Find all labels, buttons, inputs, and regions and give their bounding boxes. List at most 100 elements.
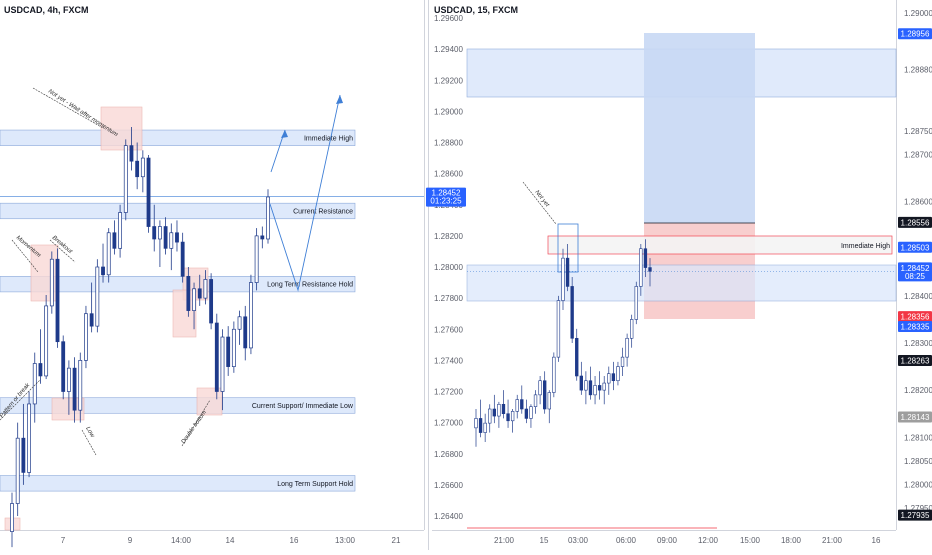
candle-body [157, 226, 162, 240]
right-price-tick: 1.28880 [904, 66, 932, 75]
candle-body [497, 403, 501, 417]
zone-label: Current Resistance [293, 208, 353, 215]
price-tag [898, 28, 932, 40]
candle-body [152, 226, 157, 240]
candle-body [510, 411, 515, 422]
candle-body [620, 356, 625, 367]
candle-body [180, 241, 185, 277]
zone-rect[interactable] [0, 397, 356, 414]
left-price-tick: 1.26400 [434, 512, 463, 521]
candle-body [648, 267, 652, 272]
right-price-tick: 1.28100 [904, 433, 932, 442]
right-price-tick: 1.28050 [904, 457, 932, 466]
candle-body [186, 275, 191, 311]
left-time-tick: 13:00 [335, 536, 356, 545]
left-price-tick: 1.28800 [434, 139, 463, 148]
zone-label: Long Term Resistance Hold [267, 282, 353, 289]
left-time-tick: 14:00 [171, 536, 192, 545]
right-time-tick: 18:00 [781, 536, 802, 545]
candle-body [625, 337, 629, 358]
candle-body [249, 282, 253, 349]
left-time-tick: 21 [392, 536, 401, 545]
right-time-tick: 21:00 [822, 536, 843, 545]
candle-body [49, 258, 54, 307]
price-tag-value: 1.28356 [901, 313, 930, 322]
candle-body [32, 363, 37, 405]
candle-body [492, 408, 496, 417]
candle-body [203, 279, 208, 299]
candle-body [10, 503, 14, 532]
left-price-tick: 1.29200 [434, 76, 463, 85]
candle-body [529, 406, 533, 419]
candle-body [44, 305, 49, 377]
candle-body [639, 248, 643, 287]
left-price-tick: 1.27200 [434, 388, 463, 397]
price-tag-value: 1.28956 [901, 30, 930, 39]
left-price-tick: 1.27400 [434, 356, 463, 365]
highlight-box[interactable] [196, 387, 223, 416]
candle-body [106, 232, 111, 276]
left-price-tick: 1.27000 [434, 419, 463, 428]
left-time-tick: 16 [290, 536, 299, 545]
candle-body [135, 160, 140, 178]
zone-rect[interactable] [547, 235, 893, 255]
zone-label: Immediate High [841, 243, 890, 250]
annotation-arrow[interactable] [32, 87, 104, 129]
candle-body [38, 363, 43, 377]
candle-body [552, 356, 556, 393]
left-price-tick: 1.28200 [434, 232, 463, 241]
right-time-tick: 21:00 [494, 536, 515, 545]
candle-body [84, 313, 88, 361]
price-tag [898, 262, 932, 282]
left-price-tick: 1.28000 [434, 263, 463, 272]
candle-body [588, 380, 593, 396]
left-symbol-title: USDCAD, 4h, FXCM [4, 5, 89, 15]
arrowhead-icon [336, 95, 343, 104]
zone-label: Long Term Support Hold [277, 481, 353, 488]
right-time-tick: 12:00 [698, 536, 719, 545]
price-tag [898, 354, 932, 366]
right-price-tick: 1.28000 [904, 480, 932, 489]
candle-body [570, 286, 574, 339]
zone-label: Immediate High [304, 135, 353, 142]
price-tag-value: 1.27935 [901, 511, 930, 520]
left-price-tick: 1.27800 [434, 294, 463, 303]
right-time-tick: 15 [540, 536, 549, 545]
highlight-box[interactable] [100, 106, 143, 151]
price-tag-value: 1.28335 [901, 323, 930, 332]
candle-body [243, 316, 248, 349]
candle-body [118, 212, 123, 249]
right-price-tick: 1.28700 [904, 150, 932, 159]
zone-rect[interactable] [0, 475, 356, 492]
projection-path[interactable] [269, 94, 341, 292]
candle-body [260, 235, 265, 240]
left-price-tick: 1.29600 [434, 14, 463, 23]
price-tag-value: 1.28452 [901, 264, 930, 273]
annotation-arrow[interactable] [11, 239, 39, 273]
candle-body [209, 279, 214, 324]
left-price-tick: 1.29000 [434, 107, 463, 116]
candle-body [15, 437, 20, 504]
left-price-tick: 1.28600 [434, 170, 463, 179]
annotation-arrow[interactable] [522, 181, 557, 225]
candle-body [254, 235, 259, 283]
bar-countdown: 01:23:25 [430, 197, 462, 206]
candle-body [163, 226, 168, 249]
right-price-tick: 1.28300 [904, 339, 932, 348]
candle-body [226, 336, 231, 367]
candle-body [524, 408, 529, 419]
target-zone[interactable] [644, 33, 755, 223]
annotation-arrow[interactable] [0, 379, 41, 421]
candle-body [634, 286, 638, 320]
zone-rect[interactable] [0, 129, 356, 146]
candle-body [21, 437, 26, 473]
annotation-arrow[interactable] [49, 239, 76, 263]
annotation-arrow[interactable] [81, 429, 97, 456]
candle-body [483, 422, 487, 433]
candle-body [27, 403, 31, 473]
price-tag-value: 1.28143 [901, 413, 930, 422]
price-tag [898, 321, 932, 332]
demand-zone-rect[interactable] [466, 264, 897, 302]
right-price-tick: 1.28750 [904, 127, 932, 136]
